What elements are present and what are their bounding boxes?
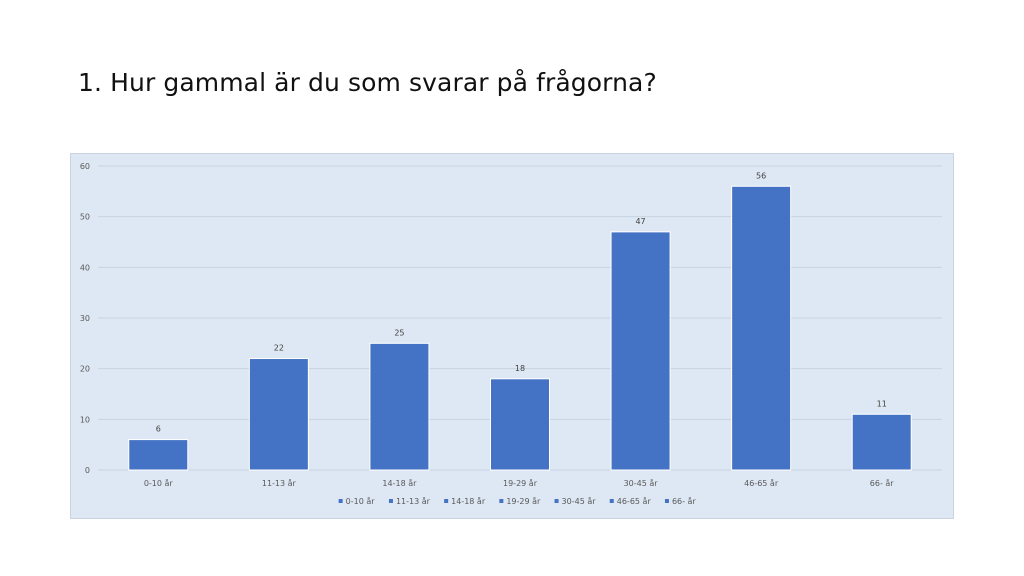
data-label: 47 — [635, 217, 645, 226]
legend-marker — [499, 499, 504, 503]
x-tick-label: 66- år — [870, 478, 895, 488]
legend-marker — [338, 499, 343, 503]
legend-entry: 30-45 år — [562, 496, 597, 506]
bar — [851, 413, 912, 471]
data-label: 22 — [274, 344, 284, 353]
x-tick-label: 14-18 år — [382, 478, 417, 488]
x-tick-label: 46-65 år — [744, 478, 779, 488]
x-tick-label: 0-10 år — [144, 478, 174, 488]
y-tick-label: 50 — [80, 213, 90, 222]
legend-entry: 66- år — [672, 496, 697, 506]
data-label: 56 — [756, 171, 766, 180]
x-tick-label: 11-13 år — [262, 478, 297, 488]
legend-marker — [664, 499, 669, 503]
legend-entry: 14-18 år — [451, 496, 486, 506]
y-tick-label: 0 — [85, 466, 90, 475]
data-label: 25 — [394, 328, 404, 337]
chart-area: 0 10 20 30 40 50 60 6 0-10 år 22 11-13 år 25 14-18 å… — [70, 153, 954, 519]
legend-entry: 46-65 år — [617, 496, 652, 506]
y-tick-label: 40 — [80, 263, 90, 272]
y-tick-label: 30 — [80, 314, 90, 323]
bar — [731, 185, 792, 471]
bar — [610, 231, 671, 471]
y-tick-label: 20 — [80, 365, 90, 374]
bar — [490, 378, 550, 471]
legend-marker — [554, 499, 559, 503]
data-label: 11 — [877, 399, 887, 408]
legend-marker — [609, 499, 614, 503]
x-tick-label: 30-45 år — [624, 478, 659, 488]
legend-entry: 11-13 år — [396, 496, 431, 506]
legend-entry: 0-10 år — [346, 496, 376, 506]
bar — [369, 342, 430, 471]
bar — [128, 439, 189, 471]
bar-chart: 0 10 20 30 40 50 60 6 0-10 år 22 11-13 år 25 14-18 å… — [80, 162, 942, 506]
legend-entry: 19-29 år — [506, 496, 541, 506]
y-tick-label: 10 — [80, 415, 90, 424]
legend-marker — [444, 499, 449, 503]
x-tick-label: 19-29 år — [503, 478, 538, 488]
data-label: 18 — [515, 364, 525, 373]
slide-title: 1. Hur gammal är du som svarar på frågor… — [78, 68, 657, 97]
y-tick-label: 60 — [80, 162, 90, 171]
legend-marker — [388, 499, 393, 503]
bar — [248, 358, 309, 471]
data-label: 6 — [156, 425, 161, 434]
